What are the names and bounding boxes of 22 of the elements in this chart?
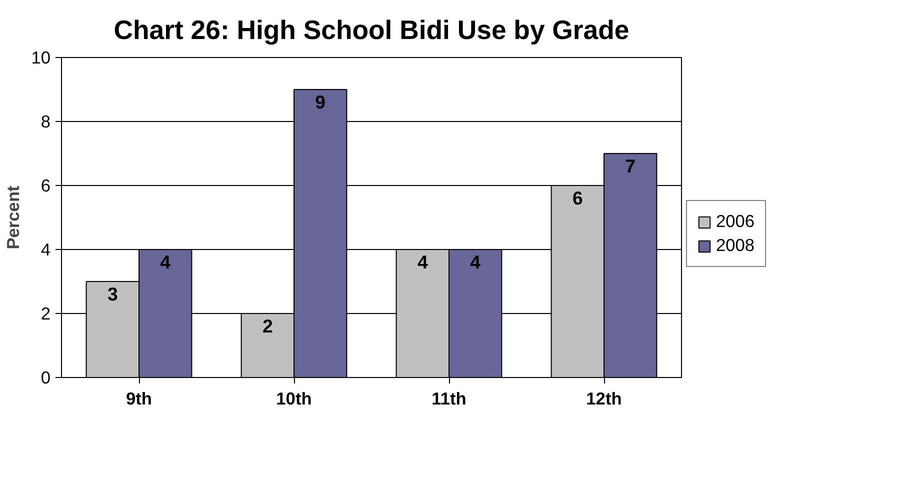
y-axis-title: Percent — [3, 185, 24, 250]
data-label: 2 — [262, 316, 273, 336]
legend-label: 2008 — [716, 235, 755, 256]
data-label: 4 — [160, 252, 172, 272]
data-label: 9 — [315, 92, 326, 112]
x-tick-label: 9th — [126, 388, 152, 408]
legend-label: 2006 — [716, 211, 755, 232]
y-tick-label: 8 — [40, 112, 51, 132]
y-tick-label: 10 — [31, 48, 51, 68]
y-tick-label: 0 — [40, 368, 51, 388]
x-tick-label: 10th — [276, 388, 312, 408]
y-tick-label: 2 — [40, 304, 51, 324]
data-label: 7 — [625, 156, 636, 176]
x-tick-label: 12th — [586, 388, 622, 408]
data-label: 6 — [572, 188, 583, 208]
x-tick-label: 11th — [432, 388, 466, 408]
y-tick-label: 6 — [40, 176, 51, 196]
data-label: 4 — [470, 252, 482, 272]
data-label: 4 — [417, 252, 428, 272]
data-label: 3 — [107, 284, 118, 304]
chart-title: Chart 26: High School Bidi Use by Grade — [114, 15, 630, 45]
y-tick-label: 4 — [40, 240, 51, 260]
